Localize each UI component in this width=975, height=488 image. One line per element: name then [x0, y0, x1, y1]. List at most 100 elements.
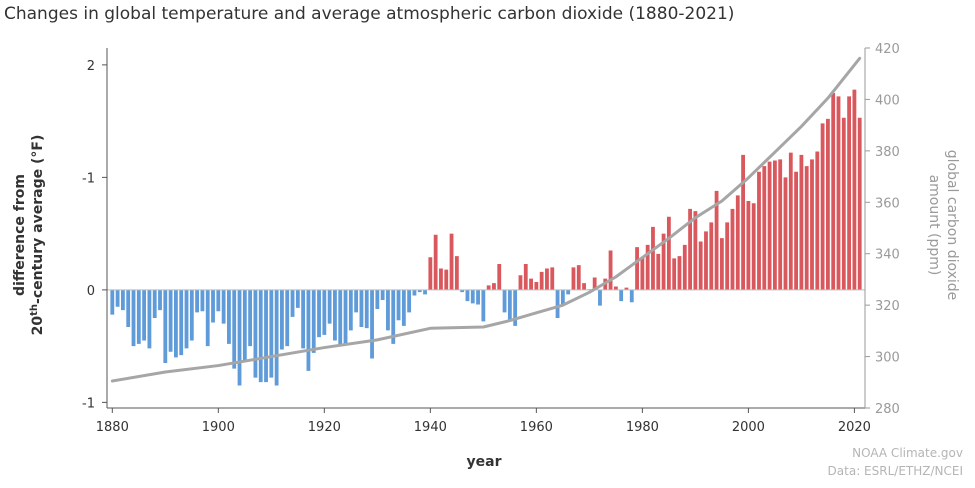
bar-1980	[640, 257, 645, 290]
y2-tick-label-360: 360	[875, 196, 900, 211]
bar-1889	[158, 289, 162, 311]
bar-1905	[242, 289, 247, 362]
x-tick-label-2000: 2000	[732, 420, 765, 435]
bar-1951	[486, 285, 491, 290]
bar-1933	[391, 289, 396, 344]
y2-axis-ticks: 280 300 320 340 360 380 400 420	[865, 42, 900, 417]
y-tick-label-2: 2	[87, 59, 95, 74]
credit: NOAA Climate.gov Data: ESRL/ETHZ/NCEI	[828, 444, 963, 480]
bar-1917	[306, 289, 311, 371]
x-tick-label-1940: 1940	[414, 420, 447, 435]
y-axis-label-line1: difference from	[12, 174, 28, 296]
bar-1995	[719, 238, 724, 290]
bar-1952	[492, 283, 496, 290]
bar-1961	[539, 271, 544, 290]
bar-1960	[534, 282, 539, 290]
bar-1910	[269, 289, 274, 378]
bar-1893	[179, 289, 184, 356]
bar-1880	[110, 289, 115, 315]
bar-1975	[613, 286, 618, 290]
bar-2009	[794, 171, 798, 290]
bar-2020	[852, 89, 857, 290]
bar-1881	[115, 289, 120, 307]
bar-1918	[311, 289, 316, 353]
bar-2014	[820, 123, 825, 290]
y2-tick-label-300: 300	[875, 351, 900, 366]
bar-1899	[211, 289, 215, 323]
x-tick-label-1920: 1920	[308, 420, 341, 435]
y2-tick-label-280: 280	[875, 402, 900, 417]
y2-tick-label-380: 380	[875, 145, 900, 160]
bar-2021	[857, 117, 862, 290]
bar-1923	[338, 289, 343, 347]
bar-1977	[624, 287, 629, 290]
bar-1988	[682, 244, 687, 290]
bar-1964	[555, 289, 560, 319]
bar-1930	[375, 289, 380, 310]
y-axis-ticks: 2 -1 0 -1	[82, 59, 107, 411]
bar-1954	[502, 289, 507, 313]
bar-1966	[566, 289, 571, 295]
bar-1915	[295, 289, 300, 308]
bar-1963	[550, 267, 555, 290]
chart-title: Changes in global temperature and averag…	[4, 4, 735, 24]
bar-1948	[470, 289, 475, 304]
bar-2010	[799, 154, 804, 290]
y2-tick-label-420: 420	[875, 42, 900, 57]
bar-1891	[168, 289, 173, 352]
bar-2006	[778, 159, 783, 290]
y2-tick-label-400: 400	[875, 93, 900, 108]
bar-1957	[518, 275, 523, 290]
x-axis-label: year	[467, 454, 502, 470]
bar-1958	[523, 264, 528, 290]
y-axis-label-pre: 20	[30, 316, 46, 336]
bar-1914	[290, 289, 295, 317]
x-tick-label-1880: 1880	[96, 420, 129, 435]
bar-1901	[221, 289, 226, 324]
bar-1950	[481, 289, 486, 322]
bar-1912	[280, 289, 284, 350]
bar-1911	[274, 289, 279, 386]
bar-1941	[433, 234, 438, 290]
x-tick-label-1900: 1900	[202, 420, 235, 435]
bar-1936	[407, 289, 412, 313]
bar-1883	[126, 289, 131, 328]
bar-1897	[200, 289, 205, 312]
bar-1932	[386, 289, 390, 331]
bar-1953	[497, 264, 502, 290]
bar-1903	[232, 289, 237, 369]
bar-1892	[174, 289, 178, 358]
bar-1916	[301, 289, 306, 349]
bar-2003	[762, 166, 767, 290]
axes	[106, 48, 866, 409]
bar-1985	[666, 216, 671, 290]
bar-1913	[285, 289, 290, 347]
bar-2002	[757, 171, 761, 290]
bar-2004	[767, 161, 772, 290]
bar-2001	[751, 203, 756, 290]
bar-1921	[327, 289, 332, 324]
credit-line1: NOAA Climate.gov	[852, 446, 963, 460]
bar-1981	[645, 244, 650, 290]
x-tick-label-1980: 1980	[626, 420, 659, 435]
bar-1919	[317, 289, 321, 338]
bar-1969	[582, 283, 586, 290]
y-axis-label-post: -century average (°F)	[30, 135, 46, 304]
bar-1927	[359, 289, 364, 328]
y-axis-label-sup: th	[29, 304, 40, 316]
bar-1931	[380, 289, 385, 301]
bar-1991	[698, 241, 703, 290]
bar-2015	[825, 118, 830, 290]
bar-1949	[476, 289, 480, 305]
bar-2008	[788, 152, 793, 290]
bar-1959	[529, 278, 533, 290]
bar-1937	[412, 289, 417, 296]
bar-1993	[709, 222, 714, 290]
y-tick-label-1: -1	[82, 171, 95, 186]
bar-2016	[831, 93, 836, 290]
temperature-bars	[110, 89, 862, 386]
bar-1925	[348, 289, 353, 331]
bar-1974	[608, 250, 613, 290]
bar-1939	[423, 289, 427, 295]
